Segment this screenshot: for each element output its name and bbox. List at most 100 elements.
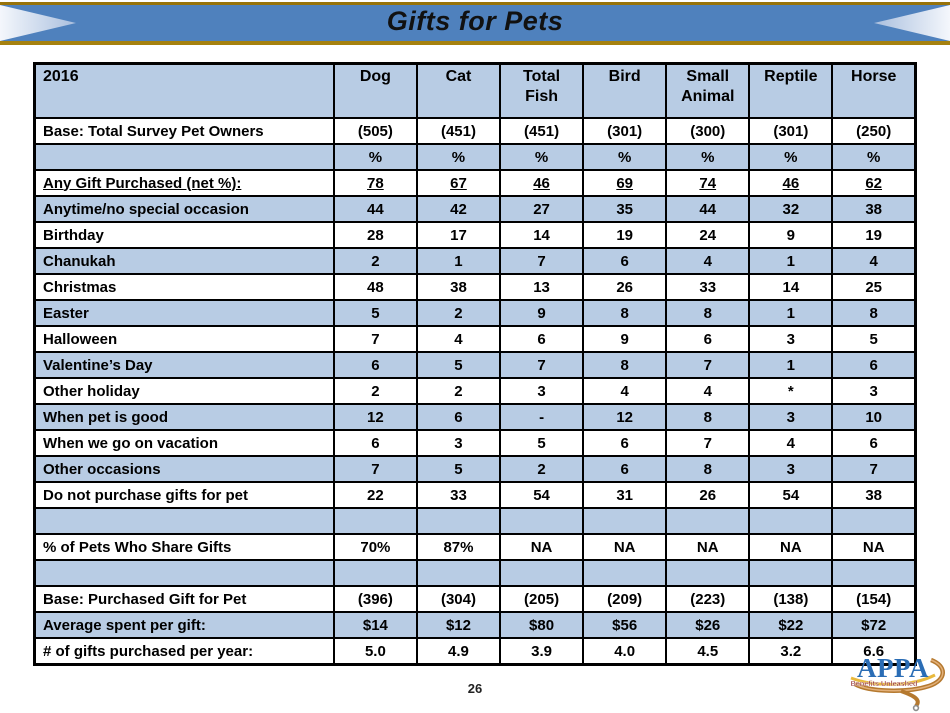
- value-cell: [748, 507, 834, 535]
- value-cell: 1: [748, 299, 834, 327]
- value-cell: 4.0: [582, 637, 668, 666]
- value-cell: 87%: [415, 533, 502, 561]
- row-label-cell: [33, 559, 335, 587]
- value-cell: *: [748, 377, 834, 405]
- value-cell: 4: [748, 429, 834, 457]
- value-cell: 7: [831, 455, 917, 483]
- value-cell: 6: [415, 403, 502, 431]
- row-label-cell: When we go on vacation: [33, 429, 335, 457]
- value-cell: 14: [748, 273, 834, 301]
- row-label-cell: # of gifts purchased per year:: [33, 637, 335, 666]
- row-label-cell: Do not purchase gifts for pet: [33, 481, 335, 509]
- row-label-cell: Other holiday: [33, 377, 335, 405]
- value-cell: 33: [415, 481, 502, 509]
- value-cell: 5: [499, 429, 585, 457]
- value-cell: 38: [831, 195, 917, 223]
- table-header-row: 2016 Dog Cat Total Fish Bird Small Animal Rep…: [33, 62, 917, 119]
- row-label-cell: % of Pets Who Share Gifts: [33, 533, 335, 561]
- value-cell: (250): [831, 117, 917, 145]
- value-cell: 70%: [332, 533, 418, 561]
- table-row: Base: Purchased Gift for Pet (396) (304) (2…: [33, 585, 917, 613]
- value-cell: 8: [665, 403, 751, 431]
- value-cell: 6.6: [831, 637, 917, 666]
- value-cell: 54: [499, 481, 585, 509]
- table-row: When pet is good 12 6-12 8 3 10: [33, 403, 917, 431]
- table-row: %%%%%%%: [33, 143, 917, 171]
- value-cell: 44: [332, 195, 418, 223]
- value-cell: 6: [582, 455, 668, 483]
- value-cell: %: [332, 143, 418, 171]
- value-cell: 6: [332, 351, 418, 379]
- value-cell: 3.9: [499, 637, 585, 666]
- table-row: Average spent per gift: $14 $12 $80 $56 $26 $2…: [33, 611, 917, 639]
- appa-logo-tagline: Benefits Unleashed: [851, 679, 918, 688]
- value-cell: 27: [499, 195, 585, 223]
- value-cell: 2: [332, 247, 418, 275]
- row-label-cell: Christmas: [33, 273, 335, 301]
- value-cell: $14: [332, 611, 418, 639]
- column-header-cell: Dog: [332, 62, 418, 119]
- value-cell: 13: [499, 273, 585, 301]
- value-cell: 54: [748, 481, 834, 509]
- title-banner: Gifts for Pets: [0, 2, 950, 45]
- value-cell: 38: [415, 273, 502, 301]
- value-cell: [831, 559, 917, 587]
- value-cell: 14: [499, 221, 585, 249]
- column-header-cell: Cat: [415, 62, 502, 119]
- value-cell: -: [499, 403, 585, 431]
- value-cell: 3: [748, 325, 834, 353]
- value-cell: NA: [665, 533, 751, 561]
- value-cell: 17: [415, 221, 502, 249]
- row-label-cell: When pet is good: [33, 403, 335, 431]
- column-header-cell: Horse: [831, 62, 917, 119]
- value-cell: $72: [831, 611, 917, 639]
- value-cell: 1: [748, 351, 834, 379]
- value-cell: 9: [748, 221, 834, 249]
- value-cell: 5.0: [332, 637, 418, 666]
- value-cell: 19: [582, 221, 668, 249]
- row-label-cell: Anytime/no special occasion: [33, 195, 335, 223]
- value-cell: 3: [415, 429, 502, 457]
- value-cell: $26: [665, 611, 751, 639]
- value-cell: 3: [748, 403, 834, 431]
- value-cell: 35: [582, 195, 668, 223]
- value-cell: 4: [415, 325, 502, 353]
- value-cell: [332, 559, 418, 587]
- value-cell: 7: [665, 429, 751, 457]
- value-cell: 6: [665, 325, 751, 353]
- value-cell: 19: [831, 221, 917, 249]
- value-cell: 3.2: [748, 637, 834, 666]
- value-cell: NA: [831, 533, 917, 561]
- row-label-cell: Base: Purchased Gift for Pet: [33, 585, 335, 613]
- row-label-cell: Average spent per gift:: [33, 611, 335, 639]
- value-cell: 69: [582, 169, 668, 197]
- value-cell: (396): [332, 585, 418, 613]
- value-cell: [415, 559, 502, 587]
- table-row: When we go on vacation 6 3 5 6 7 4 6: [33, 429, 917, 457]
- table-row: [33, 507, 917, 535]
- value-cell: %: [415, 143, 502, 171]
- value-cell: (223): [665, 585, 751, 613]
- appa-logo: APPA Benefits Unleashed: [850, 653, 945, 712]
- value-cell: (209): [582, 585, 668, 613]
- value-cell: 26: [665, 481, 751, 509]
- value-cell: [665, 507, 751, 535]
- value-cell: 9: [582, 325, 668, 353]
- value-cell: [582, 559, 668, 587]
- value-cell: %: [831, 143, 917, 171]
- value-cell: 3: [831, 377, 917, 405]
- value-cell: [499, 507, 585, 535]
- value-cell: (300): [665, 117, 751, 145]
- value-cell: 3: [748, 455, 834, 483]
- row-label-cell: Valentine’s Day: [33, 351, 335, 379]
- table-row: Any Gift Purchased (net %): 78 67 46 69 74 46 6…: [33, 169, 917, 197]
- value-cell: (451): [415, 117, 502, 145]
- value-cell: (138): [748, 585, 834, 613]
- value-cell: 4: [831, 247, 917, 275]
- value-cell: 6: [831, 429, 917, 457]
- value-cell: 25: [831, 273, 917, 301]
- table-row: Do not purchase gifts for pet 22 33 54 31 26 5…: [33, 481, 917, 509]
- value-cell: 9: [499, 299, 585, 327]
- value-cell: 4.9: [415, 637, 502, 666]
- table-row: Christmas 48 38 13 26 33 14 25: [33, 273, 917, 301]
